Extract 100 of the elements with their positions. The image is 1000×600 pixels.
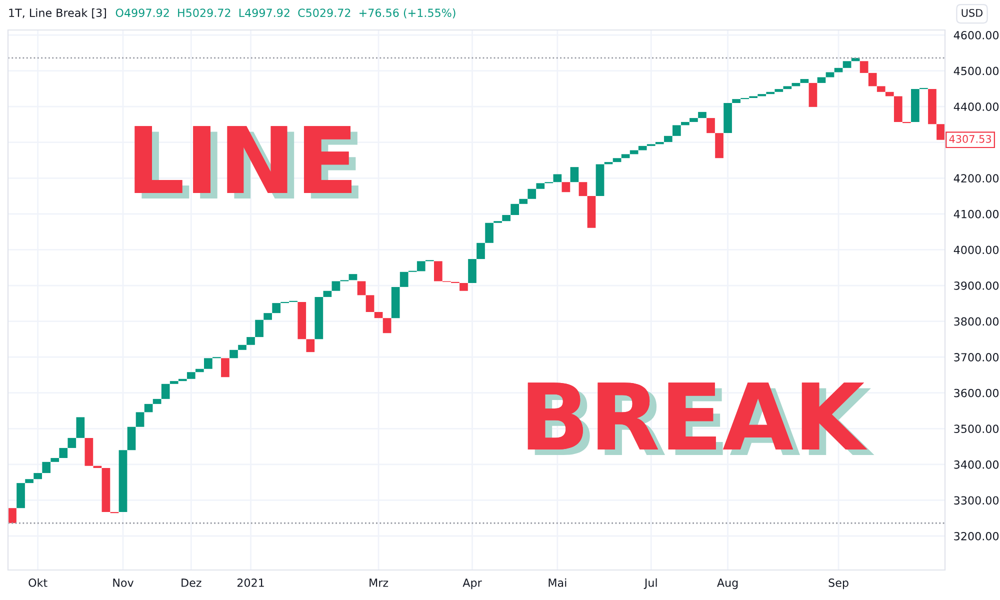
bar — [638, 146, 647, 150]
bar — [306, 339, 315, 352]
chart-title: 1T, Line Break [3] — [9, 8, 106, 18]
bar — [400, 272, 408, 287]
x-tick-label: Mai — [548, 578, 566, 587]
bar — [808, 82, 818, 107]
bar — [528, 188, 536, 199]
y-tick-label: 3300.00 — [954, 496, 999, 505]
bar — [25, 479, 34, 484]
bar — [698, 112, 706, 118]
bar — [246, 337, 255, 345]
bar — [519, 198, 528, 204]
bar — [34, 473, 42, 480]
y-tick-label: 3600.00 — [954, 388, 999, 398]
text: USD — [962, 8, 983, 17]
y-tick-label: 4400.00 — [954, 102, 999, 111]
y-tick-label: 4100.00 — [954, 210, 999, 218]
bar — [186, 372, 196, 379]
bar — [630, 150, 638, 154]
bar — [314, 296, 324, 340]
bar — [715, 133, 724, 158]
bar — [570, 167, 579, 182]
x-tick-label: Apr — [462, 578, 482, 590]
y-tick-label: 3800.00 — [954, 317, 999, 326]
bar — [562, 182, 570, 192]
bar — [783, 86, 792, 90]
bar — [834, 68, 843, 72]
bar — [204, 358, 212, 369]
bar — [255, 320, 264, 338]
bar — [68, 438, 76, 448]
x-tick-label: Mrz — [370, 578, 388, 587]
bar — [468, 259, 476, 283]
bar — [348, 274, 358, 280]
y-tick-label: 3200.00 — [954, 532, 999, 540]
annotation: LINE — [134, 126, 358, 199]
y-tick-label: 4500.00 — [954, 66, 999, 76]
bar — [298, 302, 306, 340]
bar — [366, 295, 374, 312]
bar — [238, 344, 246, 350]
y-tick-label: 3400.00 — [954, 460, 999, 469]
annotation: BREAK — [528, 382, 874, 456]
bar — [885, 92, 894, 96]
y-tick-label: 3900.00 — [954, 281, 999, 290]
bar — [911, 89, 920, 122]
bar — [706, 118, 715, 134]
x-tick-label: Dez — [182, 578, 202, 587]
x-tick-label: Aug — [717, 578, 738, 590]
x-tick-label: Sep — [828, 578, 848, 590]
bar — [264, 313, 272, 320]
bar — [152, 398, 162, 404]
y-tick-label: 4000.00 — [954, 246, 999, 254]
bar — [50, 458, 60, 462]
bar — [860, 61, 868, 73]
y-tick-label: 3500.00 — [954, 424, 999, 434]
bar — [59, 448, 68, 458]
bar — [817, 77, 826, 83]
bar — [553, 174, 562, 182]
bar — [357, 281, 366, 296]
bar — [894, 96, 902, 122]
bar — [612, 158, 622, 162]
bar — [16, 483, 25, 508]
bar — [536, 183, 545, 189]
bar — [391, 286, 400, 318]
bar — [8, 508, 16, 524]
bar — [178, 378, 187, 382]
bar — [876, 86, 886, 92]
bar — [230, 350, 238, 358]
bar — [681, 122, 690, 126]
bar — [332, 281, 340, 291]
bar — [434, 261, 442, 282]
bar — [323, 290, 332, 297]
bar — [102, 468, 110, 512]
bar — [272, 303, 280, 314]
bar — [690, 118, 698, 122]
bar — [485, 222, 494, 243]
y-tick-label: 4200.00 — [954, 174, 999, 183]
bar — [928, 89, 936, 124]
bar — [732, 99, 740, 103]
bar — [578, 182, 588, 196]
bar — [76, 417, 85, 438]
x-tick-label: Jul — [644, 578, 657, 589]
chart-subtitle: O4997.92 H5029.72 L4997.92 C5029.72 +76.56 (+1.55%) — [116, 8, 456, 18]
text: 4307.53 — [949, 135, 991, 143]
bar — [724, 103, 732, 134]
bar — [118, 450, 128, 512]
bar — [476, 242, 485, 260]
bar — [84, 438, 94, 466]
bar — [170, 381, 178, 384]
bar — [195, 368, 204, 372]
bar — [587, 196, 596, 228]
bar — [774, 89, 784, 92]
bar — [766, 92, 775, 94]
y-tick-label: 4600.00 — [954, 30, 999, 40]
x-tick-label: Nov — [113, 578, 134, 587]
bar — [42, 462, 51, 474]
bar — [596, 164, 604, 196]
bar — [144, 404, 153, 412]
x-tick-label: Okt — [28, 578, 48, 587]
bar — [416, 261, 426, 272]
bar — [161, 384, 170, 399]
